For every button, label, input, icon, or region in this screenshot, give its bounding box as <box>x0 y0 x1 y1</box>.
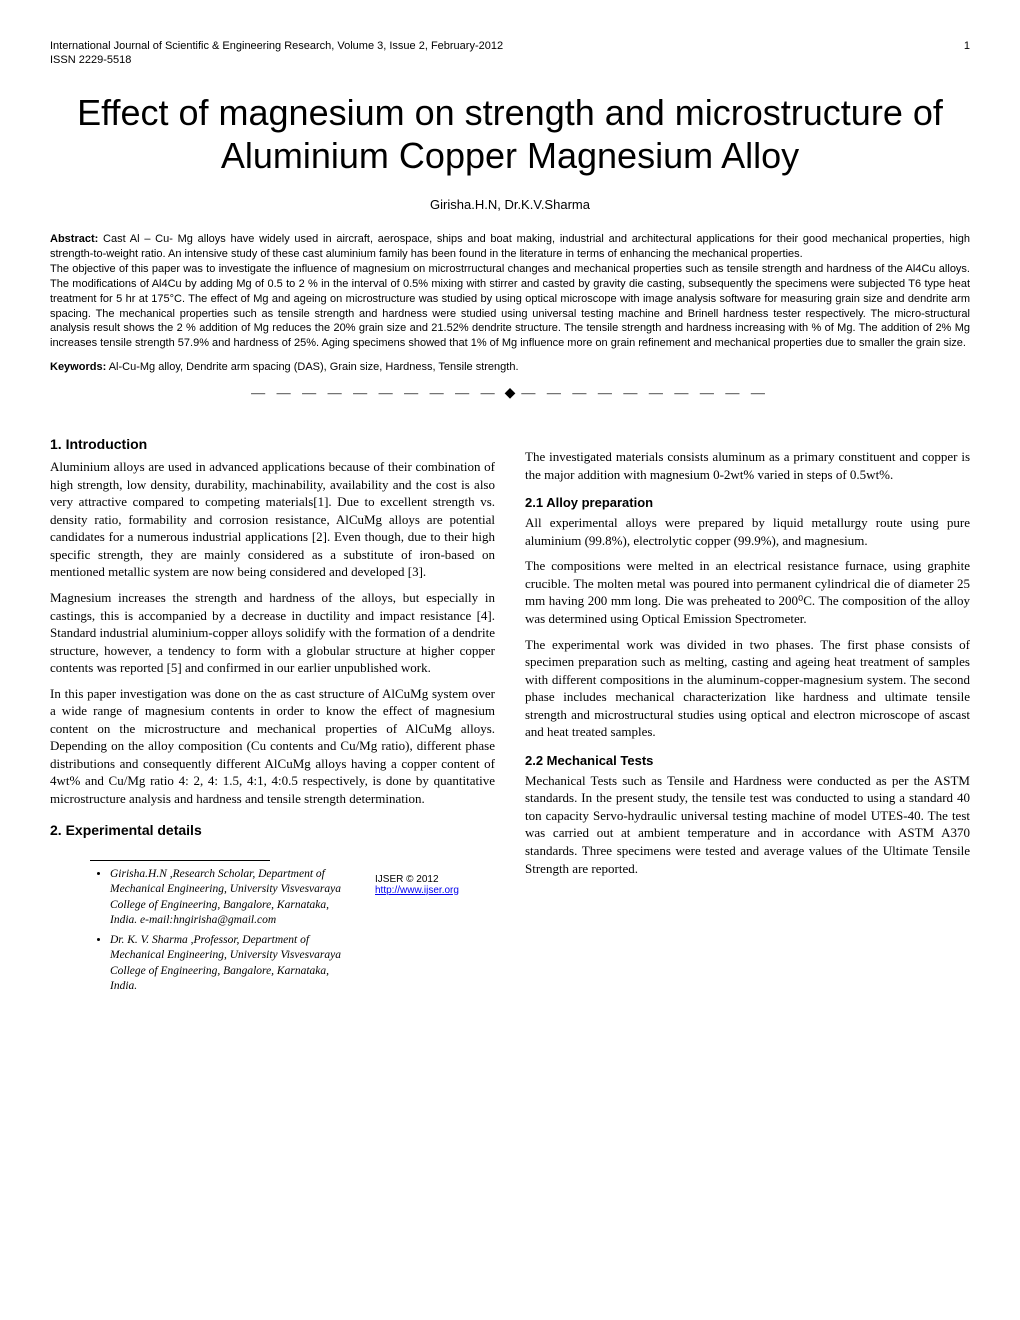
copyright-block: IJSER © 2012 http://www.ijser.org <box>375 850 495 896</box>
journal-title-line: International Journal of Scientific & En… <box>50 40 970 52</box>
two-column-body: 1. Introduction Aluminium alloys are use… <box>50 422 970 999</box>
paper-title: Effect of magnesium on strength and micr… <box>50 91 970 177</box>
footer-area: Girisha.H.N ,Research Scholar, Departmen… <box>50 844 495 999</box>
footnote-rule <box>90 860 270 861</box>
section-separator: — — — — — — — — — —◆— — — — — — — — — — <box>50 385 970 402</box>
abstract-paragraph-2: The objective of this paper was to inves… <box>50 263 970 349</box>
abstract-paragraph-1: Cast Al – Cu- Mg alloys have widely used… <box>50 233 970 260</box>
intro-paragraph-1: Aluminium alloys are used in advanced ap… <box>50 458 495 581</box>
heading-introduction: 1. Introduction <box>50 436 495 452</box>
keywords-label: Keywords: <box>50 361 106 373</box>
footnote-item-2: Dr. K. V. Sharma ,Professor, Department … <box>110 933 355 995</box>
abstract-label: Abstract: <box>50 233 98 245</box>
footnote-item-1: Girisha.H.N ,Research Scholar, Departmen… <box>110 867 355 929</box>
intro-paragraph-3: In this paper investigation was done on … <box>50 685 495 808</box>
mech-tests-paragraph-1: Mechanical Tests such as Tensile and Har… <box>525 772 970 877</box>
copyright-line: IJSER © 2012 <box>375 874 495 885</box>
page-number: 1 <box>964 40 970 52</box>
heading-mechanical-tests: 2.2 Mechanical Tests <box>525 753 970 768</box>
alloy-prep-paragraph-1: All experimental alloys were prepared by… <box>525 514 970 549</box>
left-column: 1. Introduction Aluminium alloys are use… <box>50 422 495 999</box>
abstract-block: Abstract: Cast Al – Cu- Mg alloys have w… <box>50 232 970 351</box>
heading-experimental: 2. Experimental details <box>50 822 495 838</box>
issn-line: ISSN 2229-5518 <box>50 54 970 66</box>
footnote-block: Girisha.H.N ,Research Scholar, Departmen… <box>50 844 355 999</box>
alloy-prep-paragraph-2: The compositions were melted in an elect… <box>525 557 970 627</box>
intro-paragraph-2: Magnesium increases the strength and har… <box>50 589 495 677</box>
alloy-prep-paragraph-3: The experimental work was divided in two… <box>525 636 970 741</box>
keywords-text: Al-Cu-Mg alloy, Dendrite arm spacing (DA… <box>109 361 519 373</box>
page-header: 1 International Journal of Scientific & … <box>50 40 970 66</box>
keywords-block: Keywords: Al-Cu-Mg alloy, Dendrite arm s… <box>50 361 970 373</box>
author-line: Girisha.H.N, Dr.K.V.Sharma <box>50 197 970 212</box>
right-column: The investigated materials consists alum… <box>525 422 970 999</box>
experimental-paragraph-1: The investigated materials consists alum… <box>525 448 970 483</box>
publisher-link[interactable]: http://www.ijser.org <box>375 885 459 896</box>
heading-alloy-preparation: 2.1 Alloy preparation <box>525 495 970 510</box>
footnote-list: Girisha.H.N ,Research Scholar, Departmen… <box>50 867 355 995</box>
